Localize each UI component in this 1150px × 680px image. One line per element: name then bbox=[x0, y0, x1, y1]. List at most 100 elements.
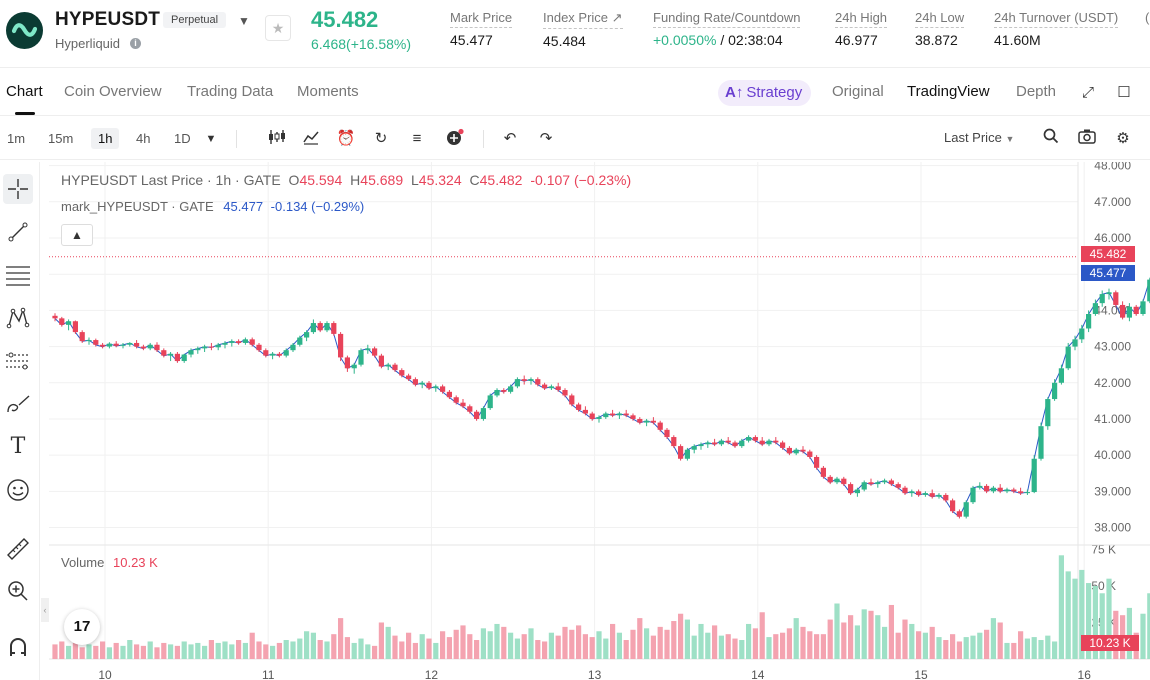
mark-series-title: mark_HYPEUSDT · GATE bbox=[61, 199, 214, 214]
stat-label[interactable]: 24h Turnover (USDT) bbox=[994, 10, 1119, 28]
last-price-tag: 45.482 bbox=[1081, 246, 1135, 262]
symbol-name[interactable]: HYPEUSDT bbox=[55, 9, 161, 30]
candle-body bbox=[650, 420, 656, 423]
candle-body bbox=[786, 447, 792, 454]
candle-body bbox=[508, 386, 514, 392]
stat-label[interactable]: 24h High bbox=[835, 10, 888, 28]
indicators-icon[interactable] bbox=[300, 128, 322, 150]
text-tool-icon[interactable]: T bbox=[10, 434, 26, 459]
pattern-icon[interactable] bbox=[3, 303, 33, 333]
strategy-button[interactable]: A↑ Strategy bbox=[718, 80, 812, 106]
volume-bar bbox=[1058, 555, 1064, 659]
interval-1d[interactable]: 1D bbox=[174, 131, 191, 146]
candle-body bbox=[215, 344, 221, 348]
tab-coin-overview[interactable]: Coin Overview bbox=[64, 83, 162, 100]
candle bbox=[120, 342, 126, 349]
view-tradingview[interactable]: TradingView bbox=[907, 83, 990, 100]
trend-line-icon[interactable] bbox=[3, 217, 33, 247]
volume-bar bbox=[807, 631, 813, 659]
camera-icon[interactable] bbox=[1076, 128, 1098, 150]
view-original[interactable]: Original bbox=[832, 83, 884, 100]
candle-body bbox=[1011, 489, 1017, 492]
candlestick-icon[interactable] bbox=[265, 128, 287, 150]
stat-label[interactable]: Mark Price bbox=[450, 10, 513, 28]
search-icon[interactable] bbox=[1040, 128, 1062, 150]
sidebar-collapse-handle[interactable]: ‹ bbox=[41, 598, 49, 622]
list-icon[interactable]: ≡ bbox=[412, 130, 422, 147]
candle bbox=[712, 438, 718, 447]
candle bbox=[283, 348, 289, 358]
forecast-icon[interactable] bbox=[3, 346, 33, 376]
candle-body bbox=[406, 375, 412, 380]
interval-1m[interactable]: 1m bbox=[7, 131, 26, 146]
interval-dropdown-icon[interactable]: ▼ bbox=[205, 133, 217, 145]
candle-body bbox=[467, 406, 473, 412]
gear-icon[interactable]: ⚙ bbox=[1116, 130, 1130, 147]
fib-retracement-icon[interactable] bbox=[3, 260, 33, 290]
candle-body bbox=[854, 489, 860, 494]
stat-label[interactable]: Index Price ↗ bbox=[543, 10, 623, 29]
volume-bar bbox=[270, 645, 276, 659]
undo-icon[interactable]: ↶ bbox=[503, 130, 517, 147]
candle-body bbox=[841, 478, 847, 485]
zoom-in-icon[interactable] bbox=[3, 576, 33, 606]
candle bbox=[501, 388, 507, 394]
candle-body bbox=[52, 315, 58, 319]
candle bbox=[270, 352, 276, 360]
info-icon[interactable]: i bbox=[130, 38, 141, 49]
volume-bar bbox=[664, 629, 670, 659]
stat-label[interactable]: 24h Low bbox=[915, 10, 965, 28]
tradingview-logo-icon[interactable]: 17 bbox=[64, 609, 100, 645]
volume-bar bbox=[392, 635, 398, 659]
candle-body bbox=[569, 395, 575, 405]
stat-value: +0.0050% / 02:38:04 bbox=[653, 32, 800, 48]
tab-chart[interactable]: Chart bbox=[6, 83, 43, 100]
mark-series-legend: mark_HYPEUSDT · GATE 45.477 -0.134 (−0.2… bbox=[61, 199, 364, 214]
symbol-dropdown-icon[interactable]: ▼ bbox=[238, 14, 250, 28]
candle bbox=[528, 377, 534, 385]
low-value: 45.324 bbox=[418, 172, 462, 188]
candle-body bbox=[548, 386, 554, 389]
interval-1h[interactable]: 1h bbox=[91, 128, 120, 149]
interval-15m[interactable]: 15m bbox=[48, 131, 74, 146]
brush-icon[interactable] bbox=[3, 389, 33, 419]
add-icon[interactable] bbox=[443, 128, 465, 150]
candle bbox=[467, 404, 473, 414]
volume-bar bbox=[875, 615, 881, 659]
fullscreen-icon[interactable]: ⤢ bbox=[1081, 84, 1094, 101]
tab-moments[interactable]: Moments bbox=[297, 83, 359, 100]
view-depth[interactable]: Depth bbox=[1016, 83, 1057, 100]
candle-body bbox=[718, 440, 724, 445]
alert-icon[interactable]: ⏰ bbox=[336, 130, 356, 147]
window-icon[interactable]: ☐ bbox=[1117, 84, 1131, 101]
volume-bar bbox=[215, 642, 221, 659]
candle bbox=[773, 437, 779, 445]
candle-body bbox=[596, 417, 602, 419]
tab-trading-data[interactable]: Trading Data bbox=[187, 83, 274, 100]
volume-bar bbox=[936, 637, 942, 659]
volume-bar bbox=[746, 623, 752, 659]
price-source-select[interactable]: Last Price ▼ bbox=[944, 130, 1014, 145]
price-tick-label: 48.000 bbox=[1094, 162, 1131, 173]
volume-bar bbox=[154, 647, 160, 659]
magnet-icon[interactable] bbox=[3, 632, 33, 662]
stat-label[interactable]: Funding Rate/Countdown bbox=[653, 10, 801, 28]
candle bbox=[576, 402, 582, 412]
legend-collapse-button[interactable]: ▲ bbox=[61, 224, 93, 246]
candle bbox=[848, 482, 854, 495]
candle bbox=[963, 500, 969, 519]
replay-icon[interactable]: ↻ bbox=[374, 130, 388, 147]
ruler-icon[interactable] bbox=[3, 534, 33, 564]
crosshair-icon[interactable] bbox=[3, 174, 33, 204]
redo-icon[interactable]: ↷ bbox=[539, 130, 553, 147]
price-chart[interactable]: 1011121314151648.00047.00046.00045.00044… bbox=[0, 162, 1150, 680]
candle bbox=[752, 435, 758, 443]
candle-body bbox=[997, 487, 1003, 492]
volume-bar bbox=[338, 618, 344, 659]
star-icon[interactable]: ★ bbox=[265, 15, 291, 41]
candle-body bbox=[1086, 314, 1092, 329]
candle bbox=[351, 362, 357, 374]
emoji-icon[interactable] bbox=[3, 475, 33, 505]
candle bbox=[188, 348, 194, 358]
interval-4h[interactable]: 4h bbox=[136, 131, 151, 146]
